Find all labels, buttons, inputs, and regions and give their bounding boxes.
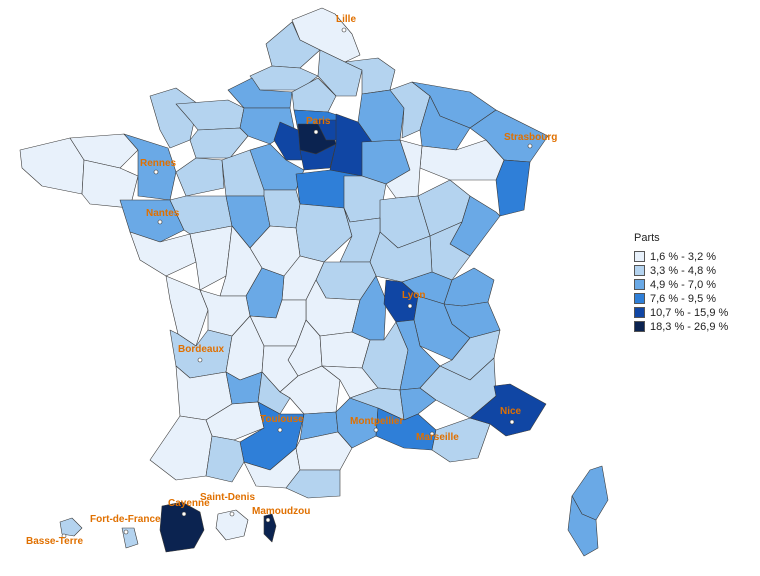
city-label: Basse-Terre [26,536,84,547]
city-label: Mamoudzou [252,506,310,517]
city-marker [157,219,163,225]
city-label: Nantes [146,208,180,219]
department-hautes-pyrenees[interactable] [205,435,245,483]
legend-label: 1,6 % - 3,2 % [650,250,717,263]
legend-item: 1,6 % - 3,2 % [634,250,728,263]
legend-label: 18,3 % - 26,9 % [650,320,729,333]
city-label: Marseille [416,432,459,443]
department-la-reunion[interactable] [215,509,249,541]
department-bouches-du-rhone[interactable] [375,407,437,451]
city-label: Toulouse [260,414,304,425]
legend-label: 3,3 % - 4,8 % [650,264,717,277]
department-pyrenees-orientales[interactable] [285,469,341,499]
city-marker [277,427,283,433]
city-marker [229,511,235,517]
city-label: Bordeaux [178,344,225,355]
department-haute-loire[interactable] [319,331,371,369]
legend: Parts 1,6 % - 3,2 % 3,3 % - 4,8 % 4,9 % - … [634,232,728,334]
legend-item: 3,3 % - 4,8 % [634,264,728,277]
city-labels: Lille Paris Strasbourg Rennes Nantes Lyon Bord… [26,14,557,547]
city-marker [265,517,271,523]
department-polygons [19,7,609,557]
department-pyrenees-atlantiques[interactable] [149,415,213,481]
city-marker [407,303,413,309]
city-marker [153,169,159,175]
department-orne[interactable] [189,127,249,159]
department-deux-sevres[interactable] [189,225,233,291]
department-guyane[interactable] [159,501,205,553]
department-loir-cher[interactable] [263,189,301,229]
city-marker [341,27,347,33]
city-label: Montpellier [350,416,403,427]
legend-label: 7,6 % - 9,5 % [650,292,717,305]
city-label: Lille [336,14,356,25]
department-guadeloupe[interactable] [59,517,83,537]
department-ille-vilaine[interactable] [123,133,177,201]
legend-item: 7,6 % - 9,5 % [634,292,728,305]
department-alpes-haute-provence[interactable] [419,357,497,419]
department-yvelines[interactable] [273,121,305,161]
city-marker [373,427,379,433]
department-vaucluse[interactable] [399,387,437,421]
legend-rows: 1,6 % - 3,2 % 3,3 % - 4,8 % 4,9 % - 7,0 % 7… [634,250,728,333]
department-cher[interactable] [295,203,353,263]
legend-title: Parts [634,232,660,244]
legend-item: 10,7 % - 15,9 % [634,306,728,319]
city-label: Nice [500,406,522,417]
department-finistere[interactable] [19,137,85,195]
department-mayenne[interactable] [175,157,225,197]
department-loire-atlantique[interactable] [119,199,185,243]
legend-label: 10,7 % - 15,9 % [650,306,729,319]
department-alpes-maritimes[interactable] [469,383,547,437]
legend-swatch [634,307,645,318]
city-marker [61,533,67,539]
legend-label: 4,9 % - 7,0 % [650,278,717,291]
city-label: Strasbourg [504,132,557,143]
department-corse-du-sud[interactable] [567,495,599,557]
legend-swatch [634,265,645,276]
department-mayotte[interactable] [263,513,277,543]
city-marker [509,419,515,425]
legend-swatch [634,251,645,262]
city-marker [181,511,187,517]
department-oise[interactable] [291,77,337,113]
city-marker [197,357,203,363]
city-marker [313,129,319,135]
city-label: Paris [306,116,331,127]
department-isere[interactable] [413,295,471,361]
legend-item: 4,9 % - 7,0 % [634,278,728,291]
legend-swatch [634,293,645,304]
legend-item: 18,3 % - 26,9 % [634,320,728,333]
legend-swatch [634,279,645,290]
department-vosges[interactable] [419,139,505,181]
legend-swatch [634,321,645,332]
city-label: Lyon [402,290,426,301]
city-label: Cayenne [168,498,210,509]
city-marker [429,431,435,437]
city-marker [123,529,129,535]
city-label: Fort-de-France [90,514,161,525]
city-marker [527,143,533,149]
city-label: Rennes [140,158,177,169]
city-label: Saint-Denis [200,492,255,503]
department-haut-rhin[interactable] [495,159,531,217]
department-cotes-armor[interactable] [69,133,139,169]
